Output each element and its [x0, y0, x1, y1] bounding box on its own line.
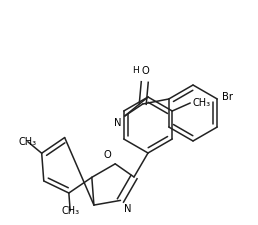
- Text: H: H: [132, 66, 139, 75]
- Text: CH₃: CH₃: [192, 98, 210, 108]
- Text: CH₃: CH₃: [19, 137, 37, 147]
- Text: N: N: [125, 204, 132, 214]
- Text: O: O: [103, 150, 111, 160]
- Text: CH₃: CH₃: [61, 206, 79, 216]
- Text: N: N: [114, 118, 122, 128]
- Text: Br: Br: [222, 92, 233, 102]
- Text: O: O: [142, 66, 150, 76]
